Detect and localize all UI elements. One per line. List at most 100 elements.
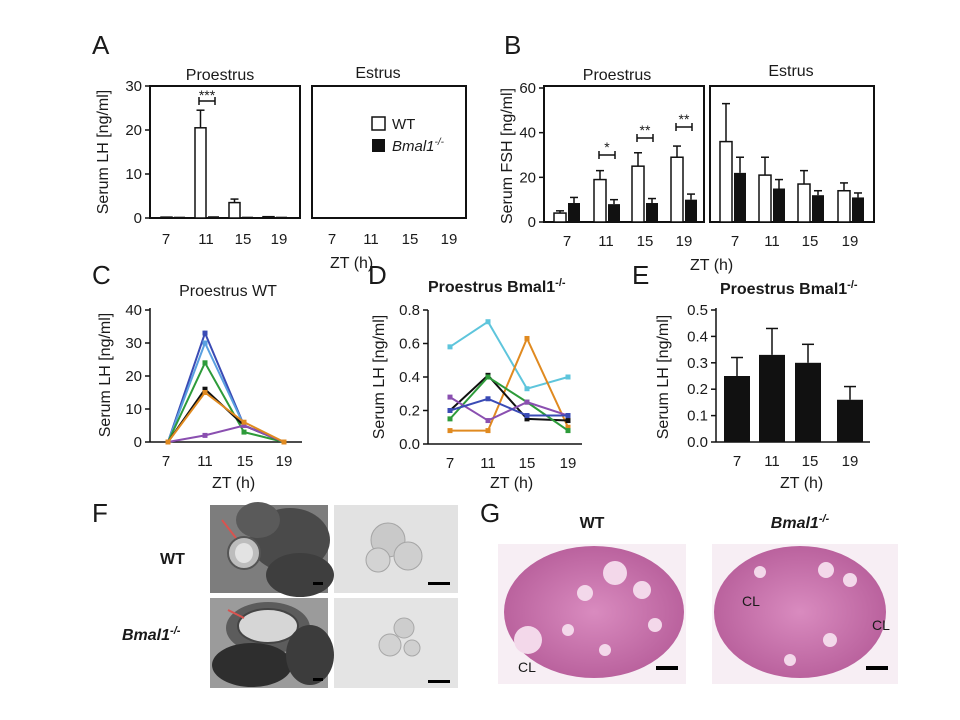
f-arrow-ko: [227, 609, 245, 619]
a-ytick-label: 10: [125, 166, 142, 183]
a-bar-ko: [242, 216, 253, 218]
a-bar-wt: [194, 127, 207, 219]
c-xtick-label: 7: [162, 453, 170, 470]
c-ytick-label: 30: [125, 335, 142, 352]
c-title: Proestrus WT: [179, 283, 277, 300]
f-photo-wt-ovary: [210, 502, 334, 597]
b-ytick-label: 20: [519, 169, 536, 186]
g-label-cl: CL: [872, 617, 890, 633]
d-point: [524, 386, 530, 392]
d-xtick-label: 7: [446, 455, 454, 472]
b-ytick-label: 60: [519, 80, 536, 97]
d-ytick-label: 0.2: [399, 403, 420, 420]
a-estrus-xtick-label: 15: [402, 231, 419, 248]
c-series-line: [167, 360, 285, 443]
f-scale-bar: [313, 582, 323, 585]
a-bar-wt: [228, 201, 241, 219]
e-ytick-label: 0.2: [687, 381, 708, 398]
a-xtick-label: 19: [271, 231, 288, 248]
b-estrus-xtick-label: 7: [731, 233, 739, 250]
a-frame-proestrus: [149, 85, 301, 219]
d-series-line: [449, 375, 569, 432]
b-sig-label: *: [604, 139, 610, 155]
d-series-line: [450, 336, 569, 432]
d-point: [447, 408, 453, 413]
b-title-estrus: Estrus: [768, 63, 813, 80]
a-xtick-label: 7: [162, 231, 170, 248]
a-legend-wt: WT: [392, 116, 415, 133]
c-point: [241, 423, 247, 428]
e-ytick-label: 0.5: [687, 302, 708, 319]
b-bar-wt-estrus: [837, 189, 851, 223]
a-estrus-xtick-label: 19: [441, 231, 458, 248]
b-title-proestrus: Proestrus: [583, 67, 651, 84]
d-point: [524, 399, 530, 405]
b-bar-ko-estrus: [773, 188, 785, 222]
b-bar-wt-estrus: [797, 183, 811, 223]
c-ytick-label: 20: [125, 368, 142, 385]
d-point: [447, 416, 453, 422]
d-point: [485, 396, 491, 402]
f-arrow-wt: [221, 519, 237, 539]
b-estrus-xtick-label: 19: [842, 233, 859, 250]
g-title-wt: WT: [580, 515, 605, 532]
f-photo-ko-ovary: [210, 598, 334, 688]
d-point: [485, 428, 491, 434]
a-legend: WT Bmal1-/-: [371, 116, 445, 155]
a-bar-ko: [276, 216, 287, 218]
e-xtick-label: 11: [764, 453, 780, 470]
a-estrus-xtick-label: 11: [363, 231, 379, 248]
d-series-line: [449, 373, 569, 422]
d-series-line: [449, 397, 568, 417]
c-point: [202, 390, 208, 395]
a-frame-estrus: [311, 85, 467, 219]
c-ytick-label: 40: [125, 302, 142, 319]
d-ytick-label: 0.6: [399, 336, 420, 353]
d-xtick-label: 19: [560, 455, 577, 472]
b-ylabel: Serum FSH [ng/ml]: [499, 88, 516, 224]
f-photo-wt-oocytes: [334, 505, 458, 593]
d-point: [447, 428, 453, 434]
b-ytick-label: 0: [528, 214, 536, 231]
c-point: [165, 439, 171, 445]
c-xtick-label: 19: [276, 453, 293, 470]
g-label-cl: CL: [742, 593, 760, 609]
d-xlabel: ZT (h): [490, 475, 533, 492]
a-xlabel: ZT (h): [330, 255, 373, 272]
a-ytick-label: 20: [125, 122, 142, 139]
d-point: [565, 428, 571, 434]
b-bar-wt: [631, 165, 645, 223]
a-bar-ko: [174, 216, 185, 218]
e-title: Proestrus Bmal1-/-: [720, 279, 858, 298]
a-ylabel: Serum LH [ng/ml]: [95, 90, 112, 214]
photo-panel-f: WT Bmal1-/-: [122, 502, 458, 688]
d-point: [447, 344, 453, 350]
b-xtick-label: 11: [598, 233, 614, 250]
g-scale-bar: [866, 666, 888, 670]
f-scale-bar: [313, 678, 323, 681]
b-bar-ko: [568, 203, 580, 222]
d-point: [447, 394, 453, 400]
e-bar: [795, 362, 821, 442]
b-bar-wt: [670, 156, 684, 223]
c-point: [241, 429, 247, 435]
e-xtick-label: 15: [802, 453, 819, 470]
c-point: [202, 432, 208, 438]
e-xlabel: ZT (h): [780, 475, 823, 492]
d-series-line: [449, 396, 569, 422]
a-bar-wt: [262, 215, 275, 219]
c-xtick-label: 11: [197, 453, 213, 470]
d-title: Proestrus Bmal1-/-: [428, 277, 566, 296]
d-point: [524, 416, 530, 422]
c-xlabel: ZT (h): [212, 475, 255, 492]
e-bar: [724, 376, 750, 442]
d-ytick-label: 0.4: [399, 369, 420, 386]
e-ytick-label: 0.0: [687, 434, 708, 451]
b-bar-ko: [646, 203, 658, 222]
c-series-line: [167, 391, 285, 443]
panel-letter-f: F: [92, 498, 108, 528]
d-point: [485, 319, 491, 325]
g-scale-bar: [656, 666, 678, 670]
c-ytick-label: 0: [134, 434, 142, 451]
c-ytick-label: 10: [125, 401, 142, 418]
